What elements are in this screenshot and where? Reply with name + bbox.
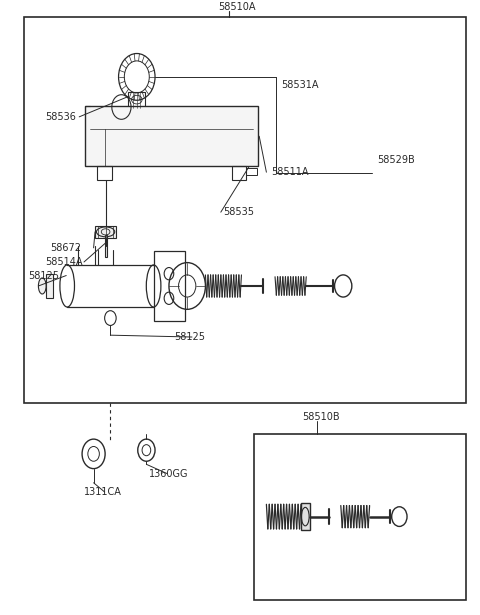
Text: 58125: 58125 <box>174 332 205 342</box>
Text: 58536: 58536 <box>46 112 76 122</box>
Text: 58125: 58125 <box>28 271 59 280</box>
Bar <box>246 168 257 175</box>
Bar <box>232 166 246 180</box>
Text: 58529B: 58529B <box>377 155 415 165</box>
Text: 58510A: 58510A <box>218 2 256 12</box>
Ellipse shape <box>38 278 46 294</box>
Bar <box>85 106 258 166</box>
Text: 58510B: 58510B <box>302 412 340 422</box>
Text: 58672: 58672 <box>50 243 82 253</box>
Bar <box>24 17 466 403</box>
Text: 58514A: 58514A <box>46 257 83 267</box>
Bar <box>128 92 145 108</box>
Bar <box>105 235 107 257</box>
Text: 58535: 58535 <box>223 207 254 217</box>
Bar <box>46 274 53 298</box>
Bar <box>95 226 116 238</box>
Bar <box>254 434 466 600</box>
Text: 1311CA: 1311CA <box>84 487 122 497</box>
Text: 58531A: 58531A <box>281 80 318 90</box>
Text: 58511A: 58511A <box>271 167 309 177</box>
Text: 1360GG: 1360GG <box>149 469 188 478</box>
Bar <box>301 503 310 530</box>
Bar <box>154 251 185 321</box>
Bar <box>97 166 112 180</box>
